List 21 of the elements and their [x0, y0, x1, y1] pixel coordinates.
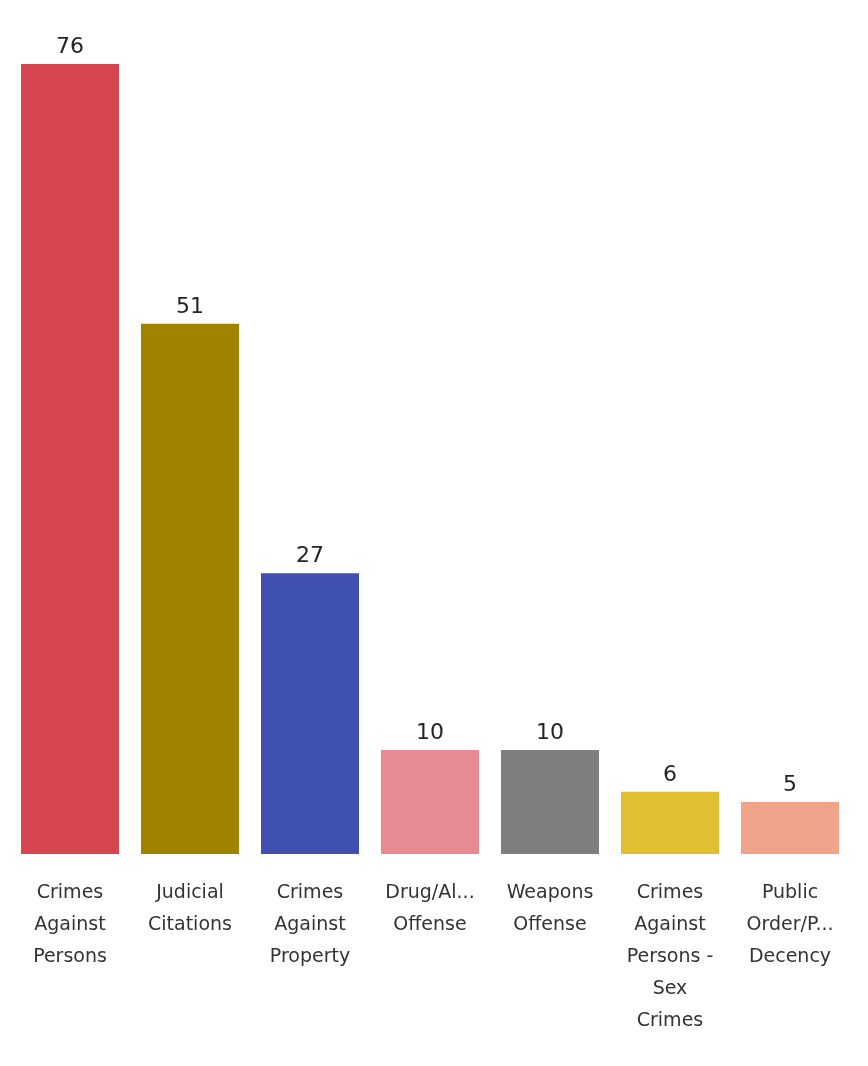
data-label: 5 [783, 771, 797, 797]
x-tick-label: Public Order/P... Decency [746, 879, 834, 966]
bar [141, 323, 239, 854]
data-label: 6 [663, 760, 677, 786]
data-label: 10 [536, 719, 564, 745]
data-label: 10 [416, 719, 444, 745]
bar [21, 64, 119, 854]
x-tick-label: Crimes Against Property [269, 879, 351, 966]
bar [501, 750, 599, 854]
bar [741, 802, 839, 854]
data-label: 51 [176, 292, 204, 318]
bar [381, 750, 479, 854]
data-label: 76 [56, 33, 84, 58]
x-tick-label: Weapons Offense [506, 879, 594, 934]
x-tick-label: Crimes Against Persons [33, 879, 107, 966]
x-tick-label: Drug/Al... Offense [385, 879, 475, 934]
bar [621, 791, 719, 854]
bar [261, 573, 359, 854]
x-tick-label: Crimes Against Persons - Sex Crimes [626, 879, 714, 1030]
x-tick-label: Judicial Citations [148, 879, 232, 934]
data-label: 27 [296, 542, 324, 568]
